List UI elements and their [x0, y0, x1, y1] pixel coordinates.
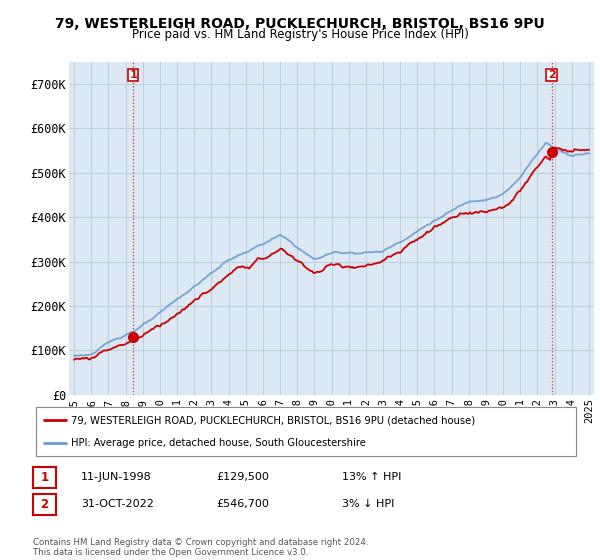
Text: Contains HM Land Registry data © Crown copyright and database right 2024.
This d: Contains HM Land Registry data © Crown c…	[33, 538, 368, 557]
Text: 1: 1	[40, 471, 49, 484]
Text: 2: 2	[40, 498, 49, 511]
FancyBboxPatch shape	[547, 69, 557, 81]
Text: 79, WESTERLEIGH ROAD, PUCKLECHURCH, BRISTOL, BS16 9PU (detached house): 79, WESTERLEIGH ROAD, PUCKLECHURCH, BRIS…	[71, 416, 475, 426]
Text: Price paid vs. HM Land Registry's House Price Index (HPI): Price paid vs. HM Land Registry's House …	[131, 28, 469, 41]
Text: 13% ↑ HPI: 13% ↑ HPI	[342, 472, 401, 482]
Text: 79, WESTERLEIGH ROAD, PUCKLECHURCH, BRISTOL, BS16 9PU: 79, WESTERLEIGH ROAD, PUCKLECHURCH, BRIS…	[55, 17, 545, 31]
Text: 31-OCT-2022: 31-OCT-2022	[81, 499, 154, 509]
Text: 11-JUN-1998: 11-JUN-1998	[81, 472, 152, 482]
Text: 1: 1	[129, 70, 137, 80]
Text: HPI: Average price, detached house, South Gloucestershire: HPI: Average price, detached house, Sout…	[71, 438, 366, 448]
Text: £129,500: £129,500	[216, 472, 269, 482]
Text: 3% ↓ HPI: 3% ↓ HPI	[342, 499, 394, 509]
Text: £546,700: £546,700	[216, 499, 269, 509]
Text: 2: 2	[548, 70, 556, 80]
FancyBboxPatch shape	[128, 69, 139, 81]
